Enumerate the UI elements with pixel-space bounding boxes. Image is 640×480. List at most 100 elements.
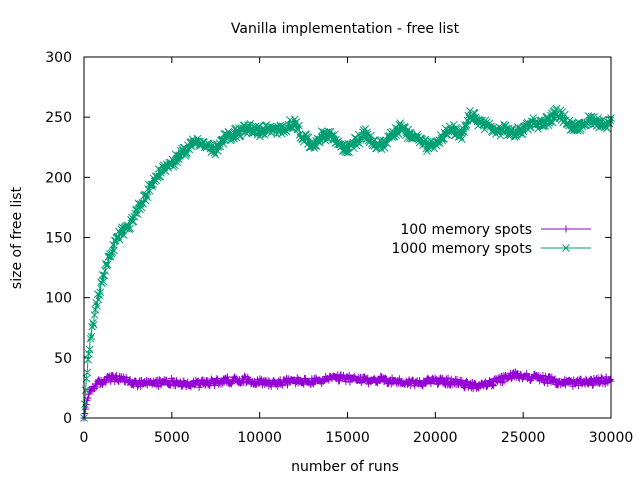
data-point [115, 243, 117, 245]
data-point [329, 133, 331, 135]
legend: 100 memory spots 1000 memory spots [391, 222, 591, 257]
data-point [118, 379, 120, 381]
data-point [549, 119, 551, 121]
legend-label: 100 memory spots [400, 222, 532, 238]
data-point [382, 145, 384, 147]
x-axis-label: number of runs [291, 459, 399, 475]
data-point [320, 136, 322, 138]
data-point [408, 134, 410, 136]
data-point [215, 150, 217, 152]
series-layer [80, 104, 615, 422]
data-point [101, 381, 103, 383]
x-tick-label: 20000 [413, 430, 458, 446]
data-point [364, 133, 366, 135]
data-point [364, 380, 366, 382]
data-point [206, 145, 208, 147]
data-point [470, 114, 472, 116]
data-point [189, 145, 191, 147]
data-point [593, 119, 595, 121]
data-point [382, 379, 384, 381]
y-axis-label: size of free list [9, 186, 25, 289]
data-point [224, 138, 226, 140]
data-point [373, 143, 375, 145]
data-point [276, 382, 278, 384]
data-point [87, 363, 89, 365]
data-point [487, 384, 489, 386]
data-point [566, 121, 568, 123]
data-point [312, 381, 314, 383]
data-point [303, 137, 305, 139]
data-point [241, 379, 243, 381]
y-tick-label: 0 [63, 411, 72, 427]
data-point [575, 128, 577, 130]
data-point [514, 374, 516, 376]
data-point [487, 125, 489, 127]
data-point [601, 124, 603, 126]
legend-entry-2: 1000 memory spots [391, 241, 591, 257]
data-point [435, 380, 437, 382]
data-point [171, 381, 173, 383]
data-point [197, 139, 199, 141]
data-point [85, 387, 87, 389]
data-point [505, 377, 507, 379]
y-tick-labels: 0 50 100 150 200 250 300 [45, 50, 72, 427]
x-tick-labels: 0 5000 10000 15000 20000 25000 30000 [80, 430, 634, 446]
data-point [136, 210, 138, 212]
data-point [558, 381, 560, 383]
data-point [180, 155, 182, 157]
plot-frame [83, 56, 612, 419]
data-point [593, 381, 595, 383]
data-point [97, 297, 99, 299]
data-point [496, 131, 498, 133]
legend-marker [562, 225, 570, 233]
data-point [399, 381, 401, 383]
data-point [338, 143, 340, 145]
data-point [355, 140, 357, 142]
series-1 [80, 368, 615, 422]
data-point [461, 137, 463, 139]
data-point [110, 255, 112, 257]
data-point [294, 122, 296, 124]
data-point [259, 381, 261, 383]
data-point [95, 384, 97, 386]
data-point [514, 133, 516, 135]
data-point [329, 377, 331, 379]
data-point [294, 380, 296, 382]
data-point [391, 133, 393, 135]
data-point [268, 128, 270, 130]
x-tick-label: 0 [80, 430, 89, 446]
legend-marker [562, 244, 570, 252]
data-point [224, 380, 226, 382]
y-tick-label: 300 [45, 50, 72, 66]
data-point [250, 127, 252, 129]
series-line-2 [83, 108, 612, 419]
x-tick-label: 10000 [237, 430, 282, 446]
data-point [127, 380, 129, 382]
y-tick-label: 250 [45, 110, 72, 126]
x-tick-label: 15000 [325, 430, 370, 446]
x-tick-label: 25000 [501, 430, 546, 446]
legend-label: 1000 memory spots [391, 241, 532, 257]
data-point [104, 270, 106, 272]
data-point [90, 333, 92, 335]
data-point [522, 375, 524, 377]
data-point [522, 128, 524, 130]
data-point [443, 133, 445, 135]
data-point [347, 377, 349, 379]
y-tick-label: 150 [45, 231, 72, 247]
data-point [470, 385, 472, 387]
x-tick-label: 30000 [589, 430, 634, 446]
chart-title: Vanilla implementation - free list [231, 21, 460, 37]
data-point [452, 381, 454, 383]
data-point [435, 143, 437, 145]
data-point [505, 128, 507, 130]
data-point [85, 408, 87, 410]
y-tick-label: 100 [45, 291, 72, 307]
data-point [87, 398, 89, 400]
y-tick-label: 200 [45, 170, 72, 186]
legend-entry-1: 100 memory spots [400, 222, 591, 238]
data-point [118, 234, 120, 236]
data-point [312, 145, 314, 147]
data-point [259, 131, 261, 133]
